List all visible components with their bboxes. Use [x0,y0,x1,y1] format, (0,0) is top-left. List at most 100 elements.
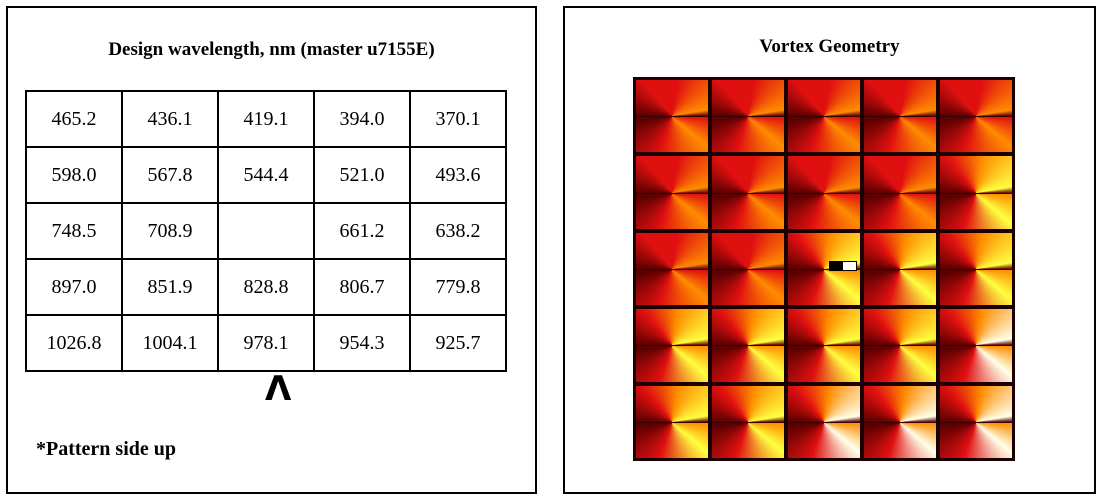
wavelength-cell: 436.1 [121,90,219,148]
vortex-cell-top [712,156,784,193]
vortex-cell-bottom [788,192,860,229]
vortex-cell-top [864,80,936,117]
vortex-cell-top [864,156,936,193]
vortex-cell-top [940,80,1012,117]
wavelength-cell: 828.8 [217,258,315,316]
wavelength-cell: 925.7 [409,314,507,372]
vortex-cell-bottom [636,421,708,458]
vortex-cell [636,80,708,153]
vortex-cell [940,385,1012,458]
vortex-cell [864,156,936,229]
vortex-cell [712,385,784,458]
vortex-cell-bottom [636,192,708,229]
vortex-cell [940,309,1012,382]
wavelength-cell: 851.9 [121,258,219,316]
vortex-cell-top [940,156,1012,193]
wavelength-cell: 897.0 [25,258,123,316]
vortex-cell-top [712,385,784,422]
wavelength-cell: 806.7 [313,258,411,316]
vortex-cell-top [712,80,784,117]
table-row: 465.2 436.1 419.1 394.0 370.1 [25,90,507,148]
table-row: 598.0 567.8 544.4 521.0 493.6 [25,146,507,204]
table-row: 748.5 708.9 661.2 638.2 [25,202,507,260]
wavelength-title: Design wavelength, nm (master u7155E) [108,39,435,60]
vortex-cell [788,309,860,382]
vortex-cell-top [788,309,860,346]
wavelength-cell [217,202,315,260]
vortex-cell-top [636,232,708,269]
vortex-cell-bottom [712,268,784,306]
wavelength-cell: 394.0 [313,90,411,148]
vortex-cell-top [864,309,936,346]
vortex-cell-top [940,309,1012,346]
vortex-cell-top [864,385,936,422]
wavelength-table: 465.2 436.1 419.1 394.0 370.1 598.0 567.8 544.4… [25,90,507,372]
vortex-cell [788,156,860,229]
table-row: 1026.8 1004.1 978.1 954.3 925.7 [25,314,507,372]
vortex-cell [712,232,784,306]
vortex-cell-bottom [864,268,936,306]
vortex-cell-top [788,156,860,193]
wavelength-cell: 567.8 [121,146,219,204]
alignment-marker [829,260,857,271]
vortex-cell [940,232,1012,306]
vortex-cell-bottom [788,268,860,306]
vortex-cell-top [636,309,708,346]
vortex-cell-bottom [636,345,708,382]
wavelength-cell: 638.2 [409,202,507,260]
vortex-cell-bottom [788,116,860,153]
wavelength-cell: 708.9 [121,202,219,260]
vortex-cell-top [712,309,784,346]
vortex-cell-top [864,232,936,269]
vortex-cell-top [940,385,1012,422]
marker-black [830,261,843,270]
marker-white [843,261,856,270]
vortex-cell-bottom [636,268,708,306]
vortex-cell [864,385,936,458]
wavelength-cell: 978.1 [217,314,315,372]
vortex-cell [864,80,936,153]
vortex-cell-bottom [712,192,784,229]
vortex-cell-bottom [712,421,784,458]
vortex-cell-top [636,80,708,117]
vortex-cell-top [788,80,860,117]
vortex-cell-bottom [864,345,936,382]
vortex-cell-bottom [712,345,784,382]
wavelength-cell: 748.5 [25,202,123,260]
vortex-cell [712,156,784,229]
vortex-cell-top [712,232,784,269]
wavelength-cell: 1004.1 [121,314,219,372]
vortex-cell-bottom [712,116,784,153]
wavelength-cell: 521.0 [313,146,411,204]
vortex-grid [633,77,1015,461]
vortex-cell-bottom [864,192,936,229]
vortex-cell-top [788,385,860,422]
vortex-cell [636,385,708,458]
wavelength-cell: 370.1 [409,90,507,148]
vortex-cell-top [940,232,1012,269]
wavelength-cell: 419.1 [217,90,315,148]
vortex-cell-bottom [864,116,936,153]
vortex-panel: Vortex Geometry [563,6,1096,494]
vortex-cell [864,309,936,382]
wavelength-cell: 661.2 [313,202,411,260]
vortex-cell-bottom [940,268,1012,306]
vortex-cell-bottom [636,116,708,153]
vortex-cell [864,232,936,306]
wavelength-cell: 544.4 [217,146,315,204]
vortex-cell-top [636,156,708,193]
wavelength-panel: Design wavelength, nm (master u7155E) 46… [6,6,537,494]
vortex-cell [712,80,784,153]
wavelength-cell: 465.2 [25,90,123,148]
vortex-cell [940,80,1012,153]
vortex-title: Vortex Geometry [759,36,900,57]
wavelength-cell: 493.6 [409,146,507,204]
pattern-side-note: *Pattern side up [36,438,176,460]
vortex-cell [788,385,860,458]
vortex-cell-bottom [940,345,1012,382]
vortex-cell-bottom [864,421,936,458]
wavelength-cell: 779.8 [409,258,507,316]
vortex-cell [940,156,1012,229]
vortex-cell-bottom [788,421,860,458]
vortex-cell-bottom [788,345,860,382]
